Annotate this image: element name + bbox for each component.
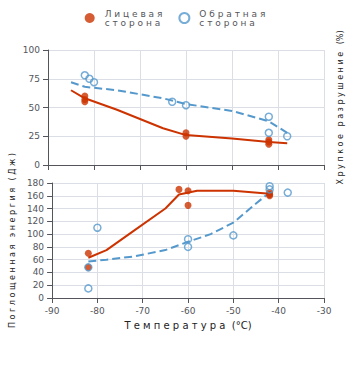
svg-text:50: 50 [29, 103, 41, 113]
svg-text:-60: -60 [181, 306, 196, 316]
svg-text:с т о р о н а: с т о р о н а [105, 18, 160, 28]
svg-text:120: 120 [27, 216, 44, 226]
svg-text:-40: -40 [271, 306, 286, 316]
svg-text:20: 20 [33, 280, 45, 290]
svg-text:40: 40 [33, 267, 45, 277]
svg-text:-30: -30 [317, 306, 332, 316]
svg-text:100: 100 [27, 229, 44, 239]
svg-text:П о г л о щ е н н а я э н е: П о г л о щ е н н а я э н е р г и я ( Д … [8, 153, 17, 328]
svg-text:Т е м п е р а т у р а (°C): Т е м п е р а т у р а (°C) [123, 320, 251, 331]
svg-text:-70: -70 [135, 306, 150, 316]
svg-text:75: 75 [29, 74, 40, 84]
svg-text:Х р у п к о е р а з р у ш е: Х р у п к о е р а з р у ш е н и е (%) [336, 30, 345, 184]
svg-text:-80: -80 [90, 306, 105, 316]
svg-text:180: 180 [27, 178, 44, 188]
svg-text:100: 100 [23, 45, 40, 55]
svg-text:с т о р о н а: с т о р о н а [199, 18, 254, 28]
svg-text:Л и ц е в а я: Л и ц е в а я [104, 8, 163, 19]
svg-text:О б р а т н а я: О б р а т н а я [199, 8, 266, 19]
svg-text:160: 160 [27, 191, 44, 201]
svg-text:60: 60 [33, 255, 45, 265]
svg-text:25: 25 [29, 131, 40, 141]
svg-text:-90: -90 [45, 306, 60, 316]
svg-text:-50: -50 [226, 306, 241, 316]
svg-text:80: 80 [33, 242, 45, 252]
svg-text:140: 140 [27, 204, 44, 214]
svg-text:0: 0 [34, 160, 40, 170]
svg-text:0: 0 [38, 293, 44, 303]
